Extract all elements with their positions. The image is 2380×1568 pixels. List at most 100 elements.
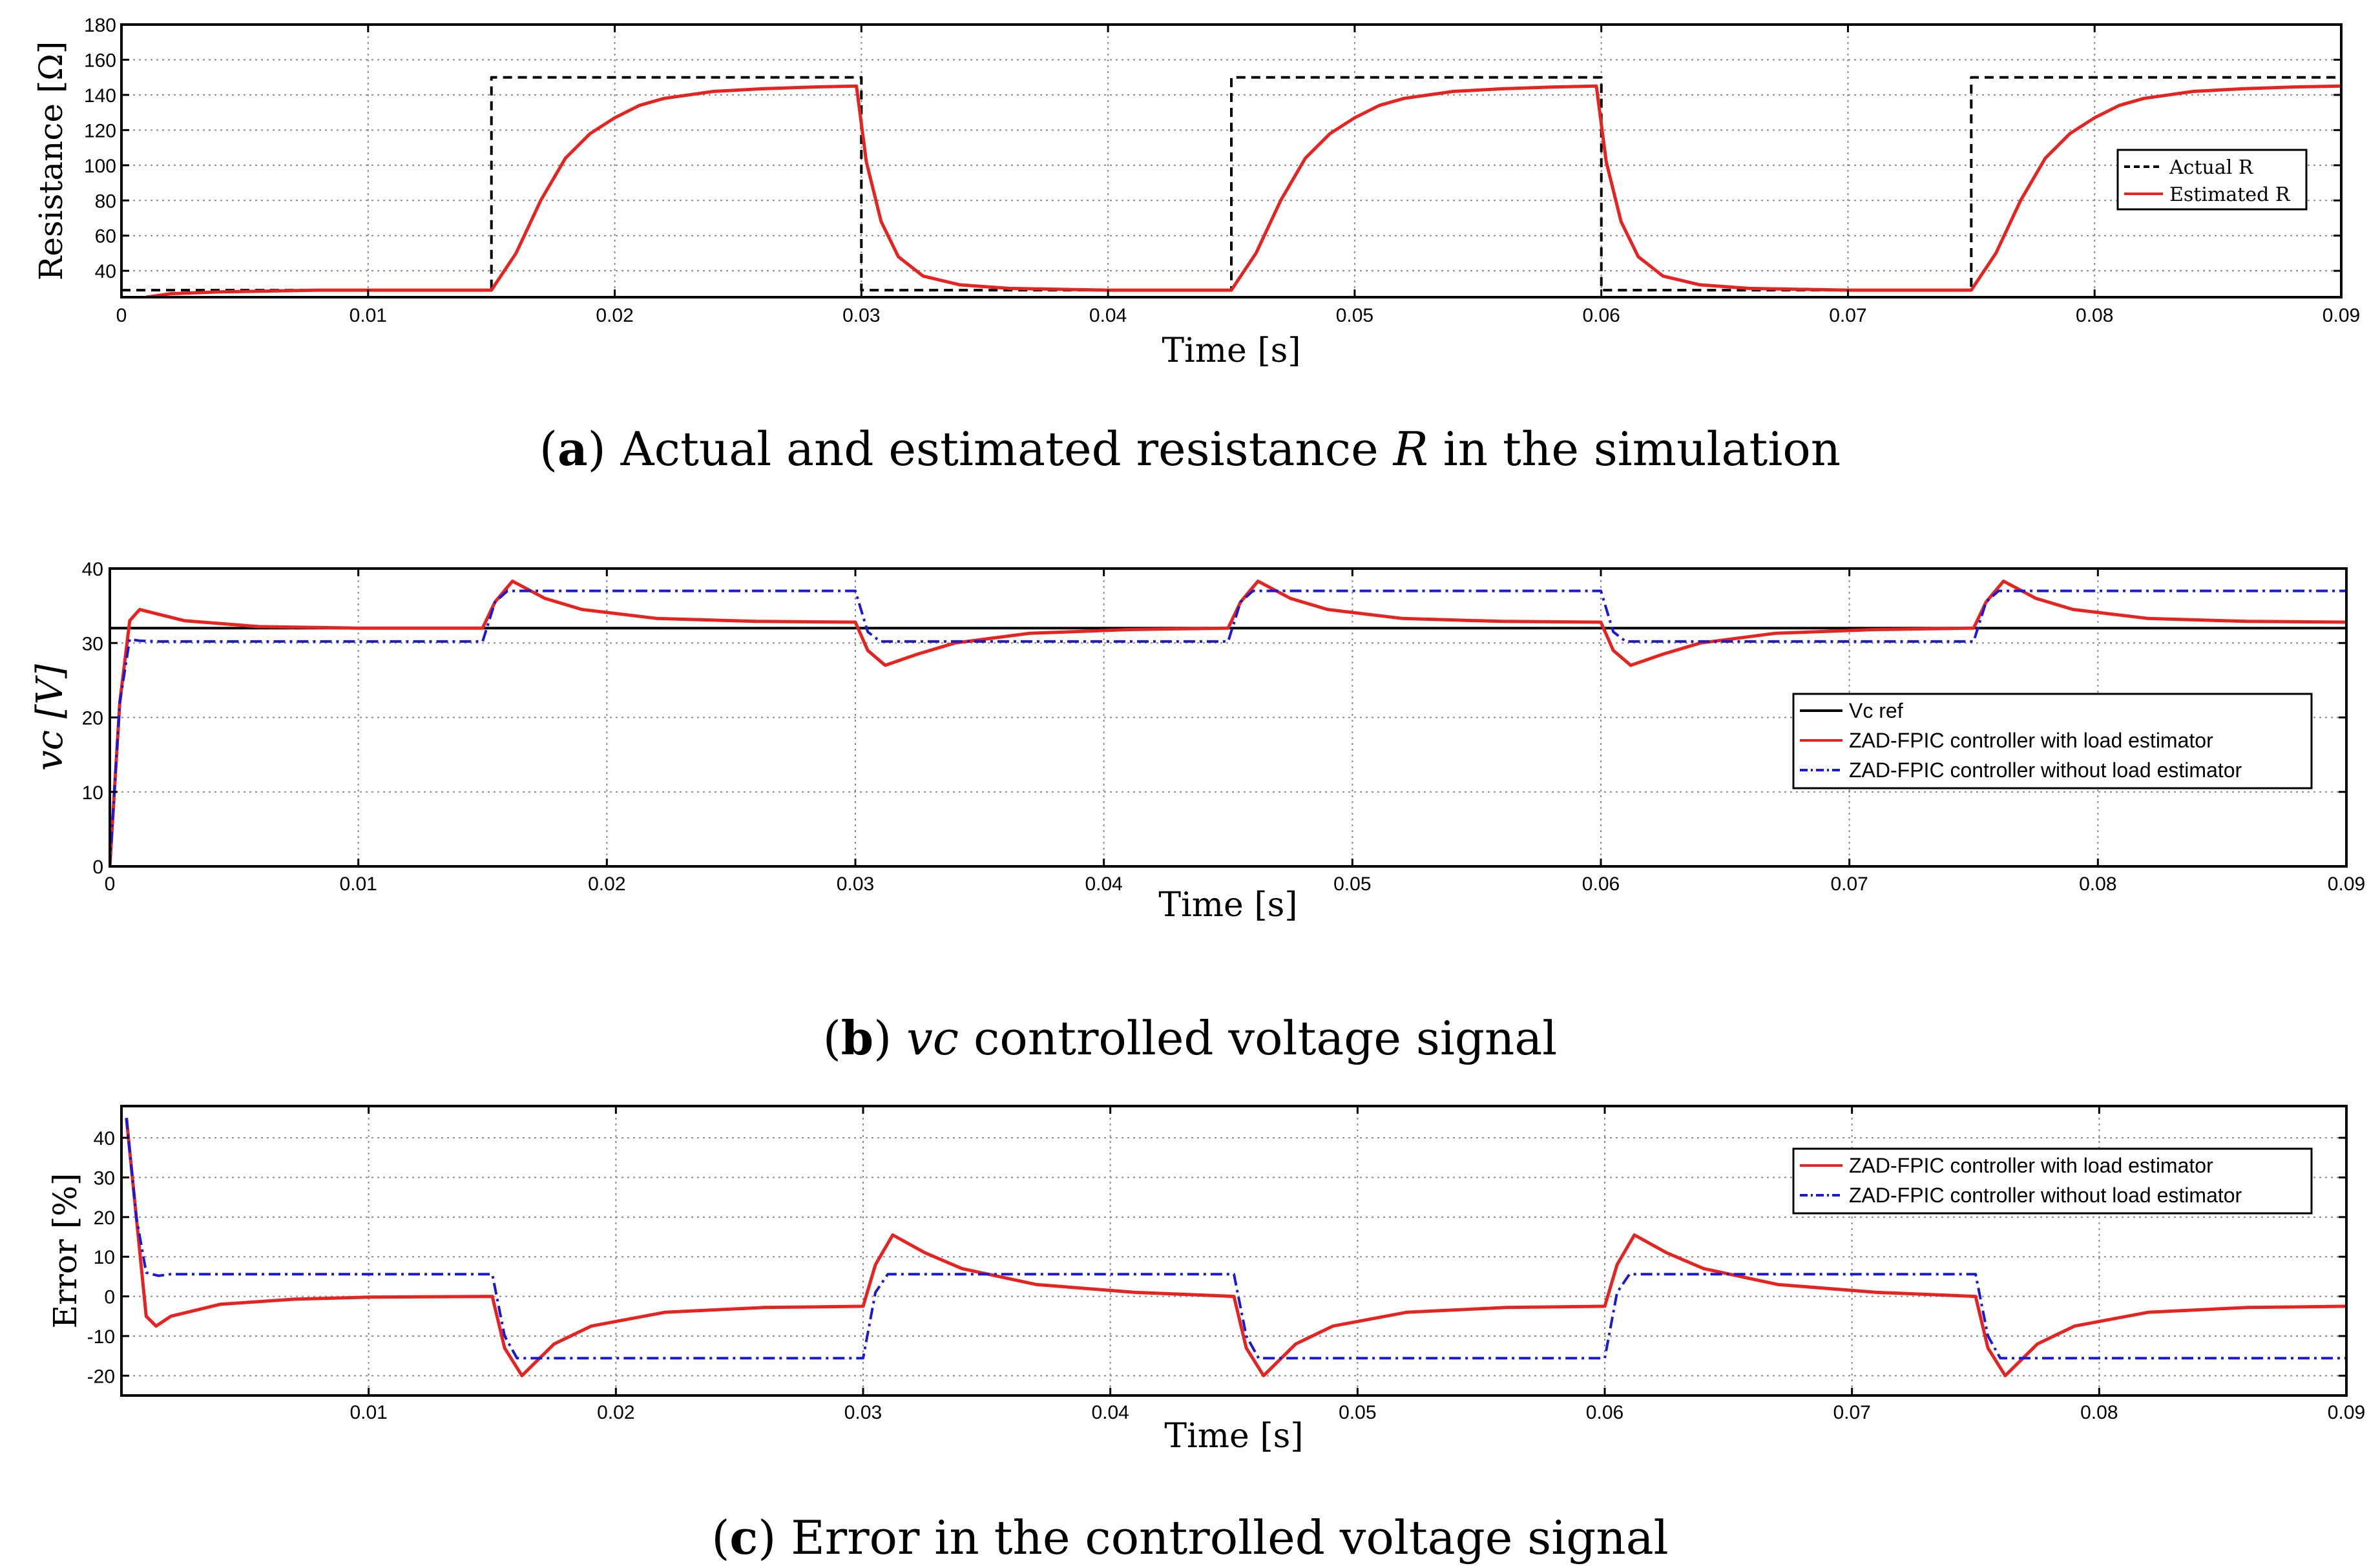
legend-label: ZAD-FPIC controller without load estimat… bbox=[1849, 1184, 2242, 1207]
caption-paren-close: ) bbox=[758, 1511, 791, 1565]
chart-panel-c: 0.01 0.02 0.03 0.04 0.05 0.06 0.07 0.08 0.09 -20 -… bbox=[47, 1105, 2365, 1456]
x-tick-label: 0.02 bbox=[596, 305, 633, 326]
y-axis-label: vc [V] bbox=[29, 664, 71, 771]
legend-c: ZAD-FPIC controller with load estimator Z… bbox=[1792, 1147, 2313, 1215]
y-axis-label: Error [%] bbox=[47, 1173, 84, 1329]
y-axis-label: Resistance [Ω] bbox=[32, 41, 70, 281]
y-tick-label: 160 bbox=[84, 50, 116, 71]
legend-label: Vc ref bbox=[1849, 699, 1903, 722]
x-axis-label: Time [s] bbox=[1162, 331, 1300, 370]
caption-text-pre: Error in the controlled voltage signal bbox=[791, 1511, 1668, 1565]
x-tick-label: 0.05 bbox=[1336, 305, 1373, 326]
y-tick-label: 0 bbox=[92, 857, 103, 878]
x-tick-label: 0.09 bbox=[2323, 305, 2360, 326]
caption-a: (a) Actual and estimated resistance R in… bbox=[539, 421, 1841, 476]
y-tick-label: 0 bbox=[104, 1287, 115, 1308]
x-tick-label: 0.01 bbox=[350, 305, 387, 326]
caption-paren-open: ( bbox=[711, 1511, 729, 1565]
series-line-a-0 bbox=[121, 76, 2341, 292]
x-tick-label: 0.06 bbox=[1586, 1402, 1623, 1423]
x-tick-label: 0.03 bbox=[837, 873, 874, 895]
x-tick-label: 0.07 bbox=[1833, 1402, 1870, 1423]
y-tick-label: 40 bbox=[95, 261, 116, 282]
y-tick-label: 30 bbox=[94, 1167, 115, 1189]
axes-box bbox=[120, 23, 2343, 298]
x-axis-label: Time [s] bbox=[1164, 1417, 1303, 1456]
y-tick-label: 20 bbox=[94, 1207, 115, 1229]
x-tick-label: 0.01 bbox=[350, 1402, 387, 1423]
y-tick-label: 140 bbox=[84, 85, 116, 107]
caption-label: c bbox=[729, 1510, 758, 1565]
legend-label: ZAD-FPIC controller without load estimat… bbox=[1849, 758, 2242, 782]
series-group bbox=[125, 1118, 2346, 1377]
caption-symbol: vc bbox=[906, 1011, 974, 1065]
y-tick-label: 120 bbox=[84, 120, 116, 141]
x-tick-label: 0.05 bbox=[1333, 873, 1371, 895]
x-tick-label: 0.06 bbox=[1582, 873, 1620, 895]
legend-label: ZAD-FPIC controller with load estimator bbox=[1849, 729, 2213, 752]
x-tick-label: 0.04 bbox=[1085, 873, 1122, 895]
x-tick-label: 0.01 bbox=[339, 873, 377, 895]
y-tick-label: 100 bbox=[84, 156, 116, 177]
legend-box bbox=[1792, 693, 2313, 789]
x-tick-label: 0.09 bbox=[2328, 873, 2365, 895]
legend-box bbox=[1792, 1147, 2313, 1215]
x-tick-label: 0.02 bbox=[597, 1402, 634, 1423]
caption-paren-open: ( bbox=[823, 1011, 841, 1065]
x-tick-label: 0.09 bbox=[2328, 1402, 2365, 1423]
axes-box bbox=[120, 1105, 2348, 1397]
y-tick-label: 180 bbox=[84, 15, 116, 36]
y-tick-label: 30 bbox=[82, 633, 103, 654]
x-tick-label: 0.04 bbox=[1089, 305, 1127, 326]
caption-c: (c) Error in the controlled voltage sign… bbox=[711, 1510, 1668, 1565]
caption-label: b bbox=[841, 1010, 873, 1065]
x-tick-label: 0.03 bbox=[842, 305, 880, 326]
series-group bbox=[110, 580, 2346, 866]
chart-panel-a: 0 0.01 0.02 0.03 0.04 0.05 0.06 0.07 0.08 0.09 40 6… bbox=[32, 15, 2360, 370]
caption-symbol: R bbox=[1392, 422, 1443, 476]
y-tick-label: 10 bbox=[94, 1247, 115, 1268]
x-tick-label: 0.02 bbox=[588, 873, 625, 895]
x-axis-label: Time [s] bbox=[1158, 886, 1297, 925]
x-tick-label: 0 bbox=[116, 305, 127, 326]
x-tick-label: 0.03 bbox=[844, 1402, 882, 1423]
caption-label: a bbox=[558, 421, 588, 476]
legend-a: Actual R Estimated R bbox=[2116, 149, 2308, 211]
caption-paren-open: ( bbox=[539, 422, 558, 476]
x-tick-label: 0.08 bbox=[2080, 1402, 2118, 1423]
y-tick-label: -10 bbox=[87, 1326, 115, 1348]
x-tick-label: 0.07 bbox=[1830, 873, 1868, 895]
y-tick-label: 40 bbox=[82, 559, 103, 580]
caption-paren-close: ) bbox=[588, 422, 621, 476]
y-tick-label: 60 bbox=[95, 226, 116, 247]
caption-text-pre: Actual and estimated resistance bbox=[620, 422, 1394, 476]
y-tick-label: 40 bbox=[94, 1128, 115, 1149]
legend-label: Estimated R bbox=[2169, 183, 2291, 206]
y-tick-label: 80 bbox=[95, 191, 116, 212]
series-line-c-0 bbox=[125, 1118, 2346, 1377]
x-tick-label: 0 bbox=[105, 873, 116, 895]
caption-text-post: in the simulation bbox=[1443, 422, 1841, 476]
x-tick-label: 0.08 bbox=[2079, 873, 2116, 895]
x-tick-label: 0.06 bbox=[1582, 305, 1620, 326]
x-tick-label: 0.05 bbox=[1339, 1402, 1376, 1423]
x-tick-label: 0.07 bbox=[1829, 305, 1866, 326]
legend-b: Vc ref ZAD-FPIC controller with load esti… bbox=[1792, 693, 2313, 789]
caption-paren-close: ) bbox=[873, 1011, 906, 1065]
caption-text-post: controlled voltage signal bbox=[974, 1011, 1557, 1065]
series-line-b-1 bbox=[110, 580, 2346, 866]
legend-label: Actual R bbox=[2169, 156, 2254, 179]
x-tick-label: 0.04 bbox=[1091, 1402, 1129, 1423]
y-tick-label: -20 bbox=[87, 1366, 115, 1387]
series-line-c-1 bbox=[125, 1118, 2346, 1360]
y-tick-label: 10 bbox=[82, 782, 103, 804]
x-tick-label: 0.08 bbox=[2076, 305, 2113, 326]
series-group bbox=[121, 76, 2341, 297]
chart-panel-b: 0 0.01 0.02 0.03 0.04 0.05 0.06 0.07 0.08 0.09 0 10… bbox=[29, 559, 2365, 925]
y-tick-label: 20 bbox=[82, 708, 103, 729]
caption-b: (b) vc controlled voltage signal bbox=[823, 1010, 1558, 1065]
legend-box bbox=[2116, 149, 2308, 211]
legend-label: ZAD-FPIC controller with load estimator bbox=[1849, 1154, 2213, 1177]
series-line-a-1 bbox=[145, 84, 2341, 297]
